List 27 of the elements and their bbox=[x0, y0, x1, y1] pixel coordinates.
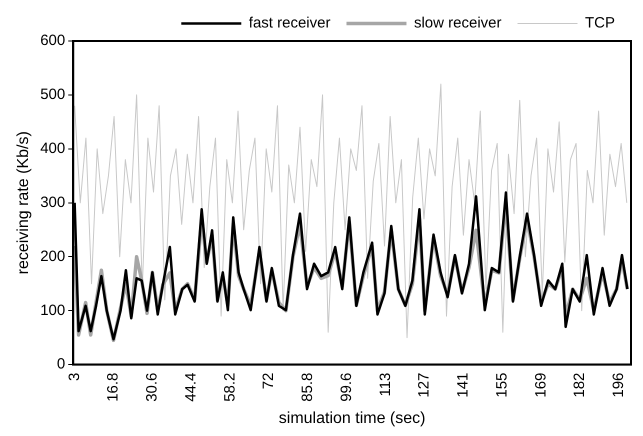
x-tick-label: 30.6 bbox=[144, 372, 161, 402]
y-tick-label: 100 bbox=[40, 302, 66, 319]
x-tick-label: 127 bbox=[416, 372, 433, 398]
x-tick-label: 155 bbox=[493, 372, 510, 398]
x-tick-label: 196 bbox=[610, 372, 628, 398]
x-tick-label: 141 bbox=[454, 372, 472, 398]
y-axis-title: receiving rate (Kb/s) bbox=[15, 131, 32, 274]
legend-label: TCP bbox=[585, 14, 615, 32]
x-tick-label: 44.4 bbox=[182, 372, 200, 402]
y-tick-label: 400 bbox=[40, 140, 66, 158]
legend-label: fast receiver bbox=[248, 14, 330, 32]
y-tick-label: 500 bbox=[40, 86, 66, 104]
x-tick-label: 16.8 bbox=[104, 372, 122, 402]
legend-label: slow receiver bbox=[414, 14, 502, 32]
x-tick-label: 85.8 bbox=[299, 372, 316, 402]
y-tick-label: 600 bbox=[40, 32, 66, 50]
x-tick-label: 3 bbox=[66, 372, 83, 381]
x-tick-label: 113 bbox=[376, 372, 394, 397]
x-tick-label: 182 bbox=[571, 372, 588, 398]
x-tick-label: 169 bbox=[532, 372, 550, 398]
y-tick-label: 0 bbox=[56, 356, 66, 373]
y-tick-label: 300 bbox=[40, 194, 66, 211]
x-tick-label: 58.2 bbox=[221, 372, 238, 402]
x-axis-title: simulation time (sec) bbox=[278, 410, 426, 427]
x-tick-label: 99.6 bbox=[338, 372, 355, 402]
x-tick-label: 72 bbox=[260, 372, 278, 390]
y-tick-label: 200 bbox=[40, 248, 66, 265]
